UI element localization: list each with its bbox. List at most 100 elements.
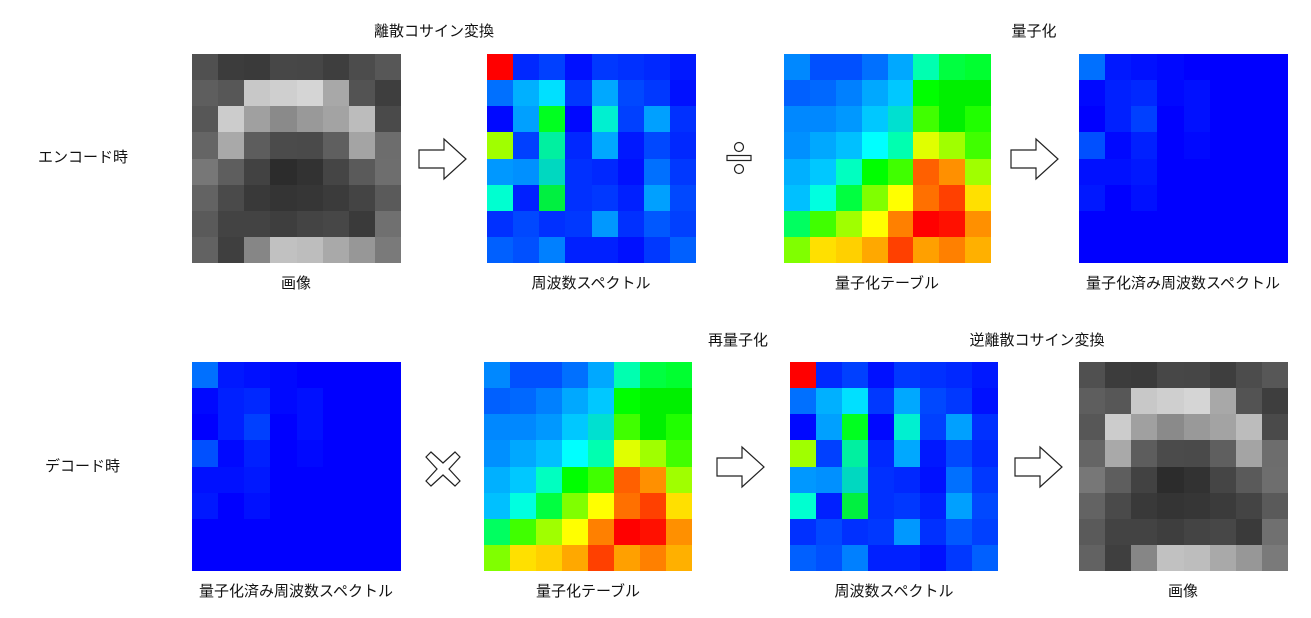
matrix-cell — [1209, 414, 1236, 441]
encode-quantized-grid — [1079, 54, 1288, 263]
matrix-cell — [1261, 544, 1288, 571]
matrix-cell — [666, 518, 692, 545]
matrix-cell — [539, 210, 566, 237]
matrix-cell — [1079, 388, 1106, 415]
matrix-cell — [510, 466, 536, 493]
matrix-cell — [816, 440, 842, 467]
matrix-cell — [1105, 80, 1132, 107]
matrix-cell — [965, 158, 991, 185]
matrix-cell — [1235, 414, 1262, 441]
matrix-cell — [1157, 106, 1184, 133]
matrix-cell — [1183, 544, 1210, 571]
matrix-cell — [1209, 132, 1236, 159]
caption-decode-image: 画像 — [1167, 582, 1199, 600]
matrix-cell — [640, 466, 666, 493]
matrix-cell — [322, 544, 349, 571]
matrix-cell — [591, 158, 618, 185]
matrix-cell — [484, 440, 510, 467]
matrix-cell — [510, 414, 536, 441]
matrix-cell — [842, 440, 868, 467]
matrix-cell — [868, 362, 894, 389]
matrix-cell — [1235, 518, 1262, 545]
matrix-cell — [809, 54, 836, 81]
matrix-cell — [913, 184, 940, 211]
matrix-cell — [1261, 492, 1288, 519]
matrix-cell — [946, 492, 972, 519]
matrix-cell — [861, 106, 888, 133]
matrix-cell — [939, 132, 966, 159]
matrix-cell — [1261, 362, 1288, 389]
matrix-cell — [244, 54, 271, 81]
matrix-cell — [913, 236, 940, 263]
matrix-cell — [270, 362, 297, 389]
matrix-cell — [192, 106, 219, 133]
matrix-cell — [484, 388, 510, 415]
matrix-cell — [939, 184, 966, 211]
matrix-cell — [868, 492, 894, 519]
matrix-cell — [244, 132, 271, 159]
matrix-cell — [913, 80, 940, 107]
decode-table-grid — [484, 362, 692, 571]
matrix-cell — [669, 80, 696, 107]
matrix-cell — [1105, 518, 1132, 545]
matrix-cell — [1235, 54, 1262, 81]
matrix-cell — [614, 414, 640, 441]
matrix-cell — [809, 106, 836, 133]
matrix-cell — [218, 414, 245, 441]
matrix-cell — [1079, 210, 1106, 237]
matrix-cell — [809, 210, 836, 237]
matrix-cell — [1183, 210, 1210, 237]
dct-label: 離散コサイン変換 — [373, 22, 495, 40]
matrix-cell — [348, 466, 375, 493]
matrix-cell — [487, 158, 514, 185]
matrix-cell — [617, 132, 644, 159]
matrix-cell — [374, 158, 401, 185]
matrix-cell — [1079, 440, 1106, 467]
matrix-cell — [842, 388, 868, 415]
matrix-cell — [669, 236, 696, 263]
matrix-cell — [640, 518, 666, 545]
matrix-cell — [1261, 132, 1288, 159]
matrix-cell — [484, 544, 510, 571]
matrix-cell — [920, 414, 946, 441]
matrix-cell — [861, 236, 888, 263]
matrix-cell — [965, 106, 991, 133]
matrix-cell — [270, 132, 297, 159]
matrix-cell — [565, 236, 592, 263]
matrix-cell — [244, 210, 271, 237]
matrix-cell — [1131, 158, 1158, 185]
matrix-cell — [487, 132, 514, 159]
matrix-cell — [565, 184, 592, 211]
multiply-icon — [425, 451, 461, 487]
matrix-cell — [835, 210, 862, 237]
matrix-cell — [536, 544, 562, 571]
matrix-cell — [640, 362, 666, 389]
matrix-cell — [913, 106, 940, 133]
matrix-cell — [1235, 184, 1262, 211]
matrix-cell — [1105, 236, 1132, 263]
matrix-cell — [1235, 132, 1262, 159]
matrix-cell — [972, 466, 998, 493]
matrix-cell — [513, 106, 540, 133]
matrix-cell — [1157, 492, 1184, 519]
matrix-cell — [894, 466, 920, 493]
matrix-cell — [842, 518, 868, 545]
matrix-cell — [270, 388, 297, 415]
matrix-cell — [484, 518, 510, 545]
matrix-cell — [887, 54, 914, 81]
matrix-cell — [946, 414, 972, 441]
matrix-cell — [591, 210, 618, 237]
matrix-cell — [1079, 518, 1106, 545]
matrix-cell — [784, 80, 810, 107]
matrix-cell — [218, 544, 245, 571]
matrix-cell — [192, 184, 219, 211]
matrix-cell — [244, 158, 271, 185]
matrix-cell — [1105, 440, 1132, 467]
matrix-cell — [374, 466, 401, 493]
matrix-cell — [614, 440, 640, 467]
matrix-cell — [617, 210, 644, 237]
matrix-cell — [861, 158, 888, 185]
matrix-cell — [1157, 362, 1184, 389]
matrix-cell — [614, 388, 640, 415]
caption-decode-quantized: 量子化済み周波数スペクトル — [199, 582, 393, 600]
